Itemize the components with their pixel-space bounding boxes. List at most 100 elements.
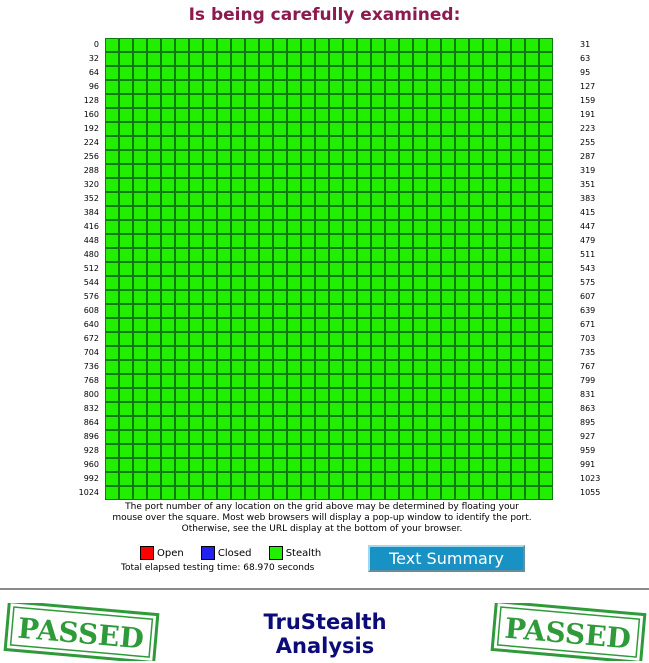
port-cell[interactable] [147, 80, 161, 94]
port-cell[interactable] [133, 360, 147, 374]
port-cell[interactable] [231, 374, 245, 388]
port-cell[interactable] [329, 136, 343, 150]
port-cell[interactable] [175, 388, 189, 402]
port-cell[interactable] [189, 304, 203, 318]
port-cell[interactable] [231, 164, 245, 178]
port-cell[interactable] [483, 206, 497, 220]
port-cell[interactable] [133, 374, 147, 388]
port-cell[interactable] [371, 374, 385, 388]
port-cell[interactable] [175, 164, 189, 178]
port-cell[interactable] [525, 38, 539, 52]
port-cell[interactable] [427, 360, 441, 374]
port-cell[interactable] [203, 94, 217, 108]
port-cell[interactable] [147, 52, 161, 66]
port-cell[interactable] [371, 122, 385, 136]
port-cell[interactable] [161, 430, 175, 444]
port-cell[interactable] [357, 318, 371, 332]
port-cell[interactable] [343, 346, 357, 360]
port-cell[interactable] [315, 38, 329, 52]
port-cell[interactable] [119, 38, 133, 52]
port-cell[interactable] [329, 122, 343, 136]
port-cell[interactable] [539, 66, 553, 80]
port-cell[interactable] [441, 416, 455, 430]
port-cell[interactable] [105, 416, 119, 430]
port-cell[interactable] [287, 318, 301, 332]
port-cell[interactable] [469, 122, 483, 136]
port-cell[interactable] [427, 234, 441, 248]
port-cell[interactable] [469, 360, 483, 374]
port-cell[interactable] [329, 52, 343, 66]
port-cell[interactable] [525, 248, 539, 262]
port-cell[interactable] [189, 164, 203, 178]
port-cell[interactable] [217, 178, 231, 192]
port-cell[interactable] [511, 206, 525, 220]
port-cell[interactable] [343, 360, 357, 374]
port-cell[interactable] [371, 94, 385, 108]
port-cell[interactable] [497, 136, 511, 150]
port-cell[interactable] [203, 206, 217, 220]
port-cell[interactable] [497, 402, 511, 416]
port-cell[interactable] [301, 360, 315, 374]
port-cell[interactable] [273, 262, 287, 276]
port-cell[interactable] [301, 66, 315, 80]
port-cell[interactable] [357, 360, 371, 374]
port-cell[interactable] [217, 136, 231, 150]
port-cell[interactable] [385, 374, 399, 388]
port-cell[interactable] [217, 360, 231, 374]
port-cell[interactable] [189, 402, 203, 416]
port-cell[interactable] [203, 388, 217, 402]
port-cell[interactable] [357, 458, 371, 472]
port-cell[interactable] [259, 206, 273, 220]
port-cell[interactable] [413, 80, 427, 94]
port-cell[interactable] [483, 332, 497, 346]
port-cell[interactable] [525, 220, 539, 234]
port-cell[interactable] [399, 430, 413, 444]
port-cell[interactable] [497, 192, 511, 206]
port-cell[interactable] [189, 122, 203, 136]
port-cell[interactable] [455, 38, 469, 52]
port-cell[interactable] [259, 262, 273, 276]
port-cell[interactable] [483, 416, 497, 430]
port-cell[interactable] [525, 122, 539, 136]
port-cell[interactable] [301, 346, 315, 360]
port-cell[interactable] [455, 234, 469, 248]
port-cell[interactable] [483, 486, 497, 500]
port-cell[interactable] [259, 136, 273, 150]
port-cell[interactable] [427, 458, 441, 472]
port-cell[interactable] [259, 164, 273, 178]
port-cell[interactable] [343, 66, 357, 80]
port-cell[interactable] [385, 332, 399, 346]
port-cell[interactable] [539, 192, 553, 206]
port-cell[interactable] [511, 458, 525, 472]
port-cell[interactable] [385, 122, 399, 136]
port-cell[interactable] [175, 94, 189, 108]
port-cell[interactable] [441, 388, 455, 402]
port-cell[interactable] [413, 220, 427, 234]
port-cell[interactable] [245, 38, 259, 52]
port-cell[interactable] [273, 444, 287, 458]
port-cell[interactable] [455, 332, 469, 346]
port-cell[interactable] [301, 220, 315, 234]
port-cell[interactable] [245, 430, 259, 444]
port-cell[interactable] [189, 52, 203, 66]
port-cell[interactable] [175, 360, 189, 374]
port-cell[interactable] [483, 136, 497, 150]
port-cell[interactable] [161, 164, 175, 178]
port-cell[interactable] [273, 52, 287, 66]
port-cell[interactable] [329, 94, 343, 108]
port-cell[interactable] [105, 304, 119, 318]
port-cell[interactable] [119, 94, 133, 108]
port-cell[interactable] [329, 178, 343, 192]
port-cell[interactable] [399, 486, 413, 500]
port-cell[interactable] [483, 262, 497, 276]
port-cell[interactable] [245, 262, 259, 276]
port-cell[interactable] [483, 318, 497, 332]
port-cell[interactable] [385, 38, 399, 52]
port-cell[interactable] [497, 80, 511, 94]
port-cell[interactable] [273, 248, 287, 262]
port-cell[interactable] [217, 416, 231, 430]
port-cell[interactable] [455, 472, 469, 486]
port-cell[interactable] [189, 430, 203, 444]
port-cell[interactable] [427, 262, 441, 276]
port-cell[interactable] [231, 136, 245, 150]
